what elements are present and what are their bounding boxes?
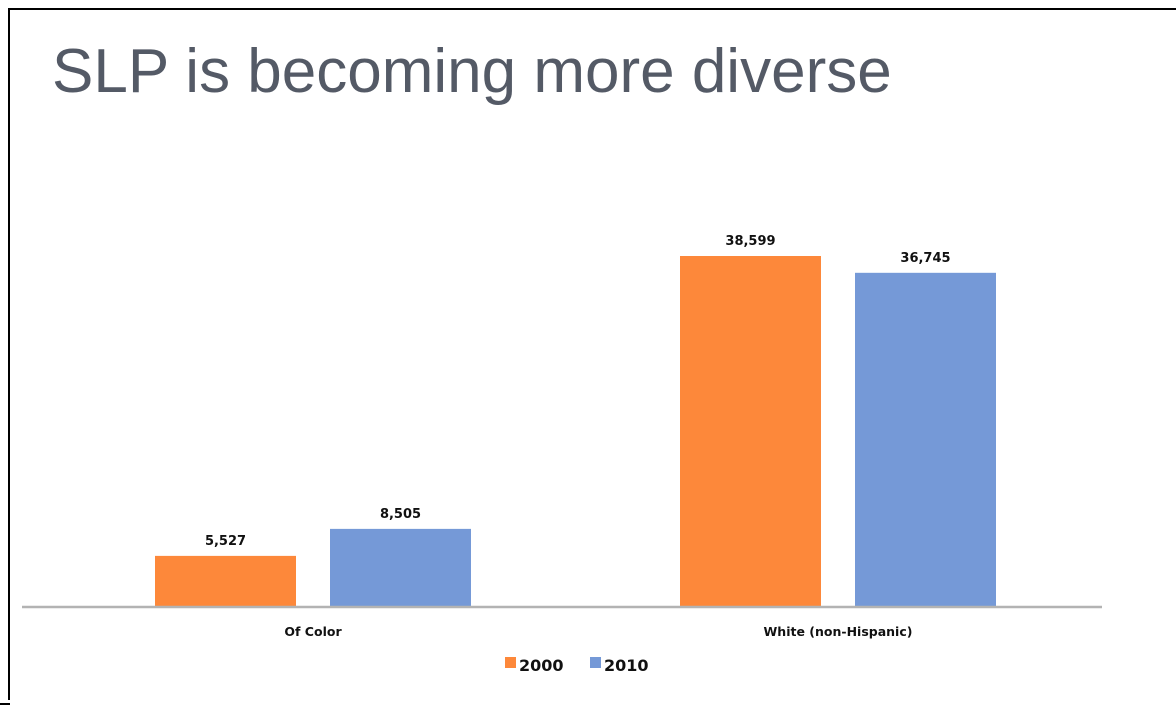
bar-2000-1	[680, 256, 821, 606]
slide-frame	[8, 8, 1176, 700]
data-label-2000-0: 5,527	[205, 534, 246, 549]
legend-label-2000: 2000	[519, 656, 564, 675]
legend-swatch-2010	[590, 657, 601, 668]
legend: 2000 2010	[505, 656, 649, 675]
data-label-2000-1: 38,599	[725, 234, 775, 249]
legend-swatch-2000	[505, 657, 516, 668]
bar-2010-0	[330, 528, 471, 606]
bar-2010-1	[855, 272, 996, 606]
slide-title: SLP is becoming more diverse	[52, 37, 892, 106]
data-label-2010-1: 36,745	[900, 251, 950, 266]
bars-layer	[155, 256, 996, 606]
bar-2000-0	[155, 555, 296, 606]
x-tick-label-1: White (non-Hispanic)	[764, 624, 913, 639]
legend-label-2010: 2010	[604, 656, 649, 675]
labels-layer: 5,527 8,505 Of Color 38,599 36,745 White (non…	[205, 234, 951, 639]
x-tick-label-0: Of Color	[284, 624, 342, 639]
slide-corner-mark	[0, 703, 10, 705]
data-label-2010-0: 8,505	[380, 507, 421, 522]
